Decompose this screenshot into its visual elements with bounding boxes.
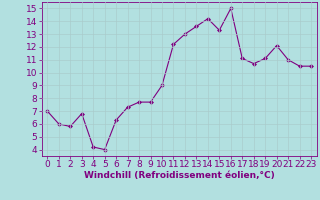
X-axis label: Windchill (Refroidissement éolien,°C): Windchill (Refroidissement éolien,°C) xyxy=(84,171,275,180)
